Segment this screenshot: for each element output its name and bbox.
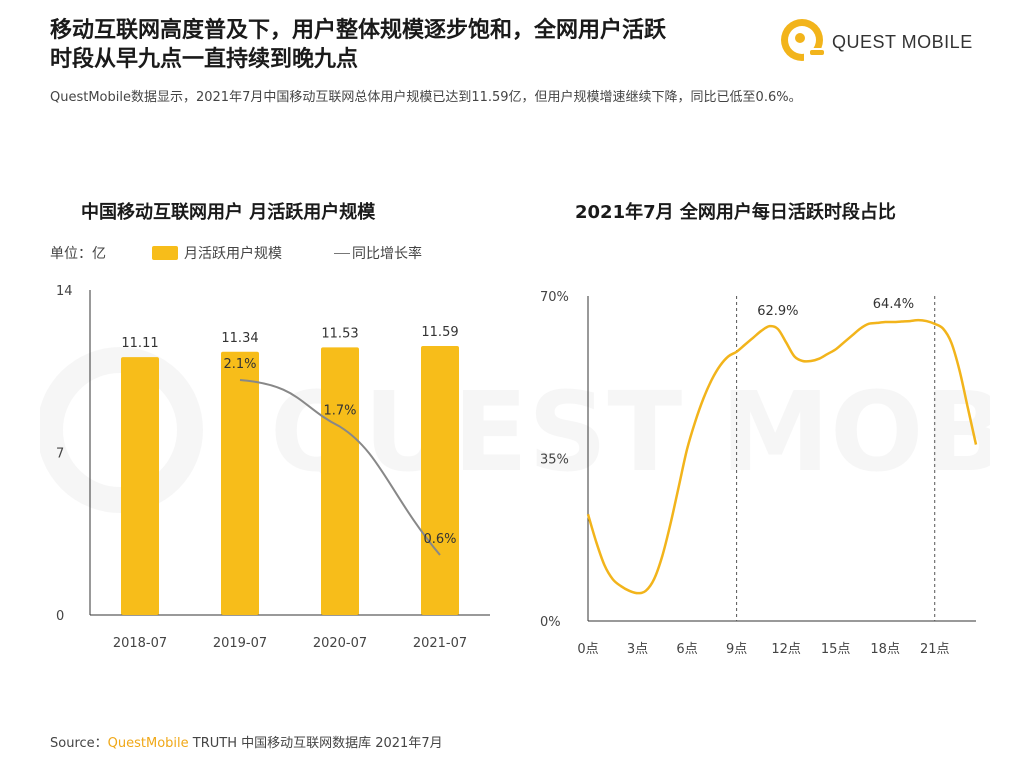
activity-curve xyxy=(586,318,978,595)
x-tick-label: 15点 xyxy=(821,642,851,657)
bar xyxy=(121,357,159,615)
x-tick-label: 2021-07 xyxy=(413,636,467,651)
x-tick-label: 2018-07 xyxy=(113,636,167,651)
page-title-line1: 移动互联网高度普及下，用户整体规模逐步饱和，全网用户活跃 xyxy=(50,18,667,43)
x-tick-label: 6点 xyxy=(676,642,697,657)
bar-value-label: 11.53 xyxy=(321,326,358,341)
peak-annotation: 62.9% xyxy=(757,304,798,319)
left-chart-title: 中国移动互联网用户 月活跃用户规模 xyxy=(81,202,376,223)
y-tick-label: 14 xyxy=(56,284,73,299)
bar xyxy=(321,347,359,615)
x-tick-label: 9点 xyxy=(726,642,747,657)
growth-rate-label: 1.7% xyxy=(323,404,356,419)
x-tick-label: 12点 xyxy=(771,642,801,657)
y-tick-label: 70% xyxy=(540,290,569,305)
growth-rate-label: 2.1% xyxy=(223,357,256,372)
right-line-chart: 70% 35% 0% 0点 3点 6点 9点 12点 15点 18点 21点 62.9% 64.4% xyxy=(540,290,978,657)
y-tick-label: 7 xyxy=(56,447,64,462)
x-tick-label: 18点 xyxy=(870,642,900,657)
legend-bar-swatch xyxy=(152,246,178,260)
bar-value-label: 11.59 xyxy=(421,325,458,340)
growth-rate-label: 0.6% xyxy=(423,532,456,547)
quest-mobile-logo-icon xyxy=(781,19,826,62)
bar-value-label: 11.34 xyxy=(221,331,258,346)
peak-annotation: 64.4% xyxy=(873,297,914,312)
page-title-line2: 时段从早九点一直持续到晚九点 xyxy=(50,47,359,72)
logo-text: QUEST MOBILE xyxy=(832,32,973,52)
source-brand: QuestMobile xyxy=(107,736,189,751)
right-chart-title: 2021年7月 全网用户每日活跃时段占比 xyxy=(575,202,896,223)
legend-bar-item: 月活跃用户规模 xyxy=(152,243,282,263)
x-tick-label: 2019-07 xyxy=(213,636,267,651)
y-tick-label: 0 xyxy=(56,609,64,624)
unit-label: 单位：亿 xyxy=(50,246,106,262)
y-tick-label: 35% xyxy=(540,453,569,468)
legend-line-swatch xyxy=(334,252,350,254)
growth-rate-line xyxy=(239,379,441,556)
legend-line-item: 同比增长率 xyxy=(334,243,422,263)
y-tick-label: 0% xyxy=(540,615,561,630)
bar xyxy=(421,345,459,615)
legend-line-label: 同比增长率 xyxy=(352,246,422,262)
source-note: Source：QuestMobile TRUTH 中国移动互联网数据库 2021… xyxy=(50,732,443,751)
x-tick-label: 0点 xyxy=(577,642,598,657)
x-tick-label: 21点 xyxy=(920,642,950,657)
x-tick-label: 3点 xyxy=(627,642,648,657)
bar xyxy=(221,351,259,615)
source-rest: TRUTH 中国移动互联网数据库 2021年7月 xyxy=(188,736,443,751)
source-prefix: Source： xyxy=(50,736,108,751)
bar-value-label: 11.11 xyxy=(121,336,158,351)
legend-bar-label: 月活跃用户规模 xyxy=(184,246,282,262)
left-bar-chart: 14 7 0 11.11 2018-07 11.34 2019-07 11.53 2020-07… xyxy=(56,284,490,651)
page-title: 移动互联网高度普及下，用户整体规模逐步饱和，全网用户活跃 时段从早九点一直持续到… xyxy=(50,16,770,74)
page-subtitle: QuestMobile数据显示，2021年7月中国移动互联网总体用户规模已达到1… xyxy=(50,90,802,105)
x-tick-label: 2020-07 xyxy=(313,636,367,651)
